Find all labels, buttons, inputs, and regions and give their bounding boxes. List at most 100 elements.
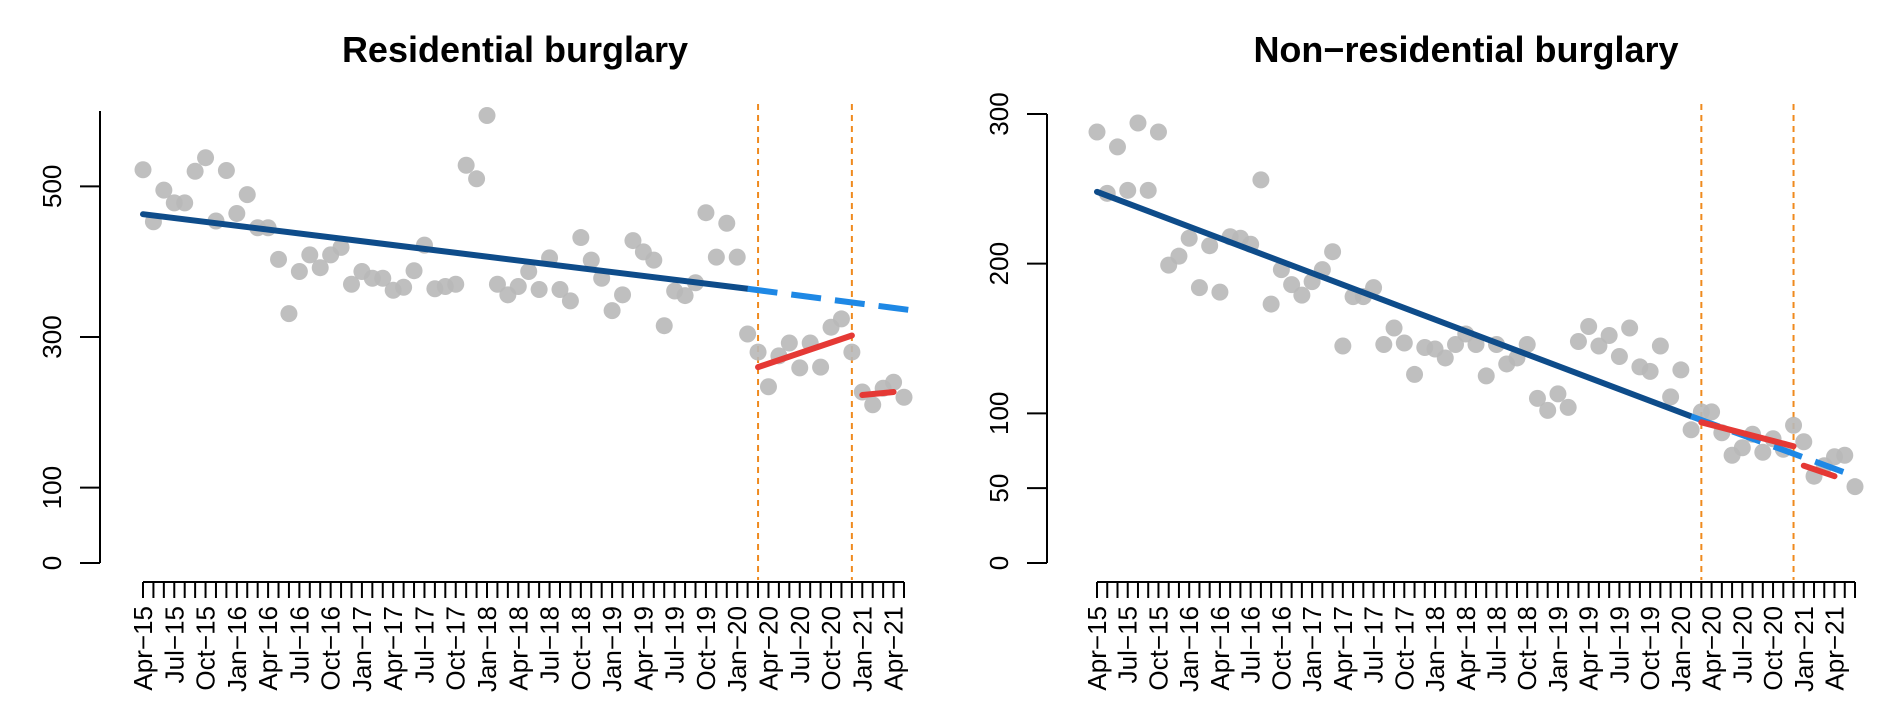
x-tick-label: Jan−21: [1789, 606, 1819, 692]
data-point: [1262, 295, 1280, 313]
data-point: [843, 343, 861, 361]
x-tick-label: Oct−19: [1635, 606, 1665, 691]
data-point: [447, 275, 465, 293]
data-point: [478, 107, 496, 125]
y-tick-label: 100: [37, 466, 67, 509]
data-point: [614, 286, 632, 304]
data-point: [1600, 327, 1618, 345]
y-tick-label: 100: [984, 392, 1014, 435]
data-point: [1662, 388, 1680, 406]
data-point: [1621, 319, 1639, 337]
x-tick-label: Oct−15: [1143, 606, 1173, 691]
x-tick-label: Jul−19: [660, 606, 690, 683]
y-tick-label: 300: [984, 92, 1014, 135]
data-point: [739, 325, 757, 343]
x-tick-label: Jan−20: [722, 606, 752, 692]
x-tick-label: Oct−18: [566, 606, 596, 691]
data-point: [718, 214, 736, 232]
data-point: [1395, 334, 1413, 352]
lockdown-trend-line: [755, 332, 855, 371]
x-tick-label: Oct−19: [691, 606, 721, 691]
data-point: [812, 358, 830, 376]
data-point: [1293, 286, 1311, 304]
data-point: [1754, 443, 1772, 461]
data-point: [1119, 181, 1137, 199]
y-tick-label: 0: [984, 556, 1014, 570]
x-tick-label: Oct−16: [316, 606, 346, 691]
x-tick-label: Apr−17: [1328, 606, 1358, 691]
data-point: [197, 149, 215, 167]
data-point: [457, 156, 475, 174]
data-point: [1703, 403, 1721, 421]
data-point: [468, 170, 486, 188]
data-point: [1436, 349, 1454, 367]
x-tick-label: Oct−18: [1512, 606, 1542, 691]
data-point: [1610, 347, 1628, 365]
data-point: [676, 287, 694, 305]
x-tick-label: Jul−20: [1727, 606, 1757, 683]
data-point: [488, 275, 506, 293]
data-point: [1406, 365, 1424, 383]
data-point: [1211, 283, 1229, 301]
data-point: [332, 238, 350, 256]
x-tick-label: Oct−20: [816, 606, 846, 691]
x-tick-label: Apr−21: [1820, 606, 1850, 691]
data-point: [1334, 337, 1352, 355]
data-point: [1385, 319, 1403, 337]
data-point: [1549, 385, 1567, 403]
y-tick-label: 500: [37, 165, 67, 208]
data-point: [1682, 421, 1700, 439]
x-tick-label: Jan−19: [1543, 606, 1573, 692]
data-point: [603, 302, 621, 320]
projected-trend-line: [747, 285, 915, 314]
data-point: [405, 262, 423, 280]
data-point: [530, 281, 548, 299]
data-point: [134, 161, 152, 179]
data-point: [280, 305, 298, 323]
data-point: [1201, 237, 1219, 255]
x-tick-label: Apr−20: [1697, 606, 1727, 691]
data-point: [1170, 247, 1188, 265]
x-tick-label: Jan−18: [1420, 606, 1450, 692]
y-tick-label: 0: [37, 556, 67, 570]
pre-trend-line: [140, 211, 751, 292]
x-tick-label: Jul−17: [409, 606, 439, 683]
data-point: [864, 396, 882, 414]
data-point: [1252, 171, 1270, 189]
x-tick-label: Apr−21: [879, 606, 909, 691]
data-point: [832, 310, 850, 328]
data-point: [895, 388, 913, 406]
x-tick-label: Jul−18: [535, 606, 565, 683]
x-tick-label: Oct−16: [1266, 606, 1296, 691]
data-point: [1580, 318, 1598, 336]
y-tick-label: 300: [37, 315, 67, 358]
data-point: [1375, 335, 1393, 353]
data-point: [624, 232, 642, 250]
data-point: [1836, 446, 1854, 464]
x-tick-label: Jan−21: [847, 606, 877, 692]
x-tick-label: Jul−16: [284, 606, 314, 683]
data-point: [791, 359, 809, 377]
data-point: [1539, 401, 1557, 419]
lockdown-trend-line: [859, 388, 897, 399]
data-point: [1569, 332, 1587, 350]
data-point: [520, 262, 538, 280]
data-point: [1518, 335, 1536, 353]
data-point: [1190, 279, 1208, 297]
data-point: [551, 281, 569, 299]
x-tick-label: Apr−19: [1574, 606, 1604, 691]
chart-title: Non−residential burglary: [1253, 29, 1678, 70]
data-point: [1477, 367, 1495, 385]
x-tick-label: Oct−17: [441, 606, 471, 691]
x-tick-label: Jan−16: [1174, 606, 1204, 692]
data-point: [1467, 335, 1485, 353]
data-point: [1149, 123, 1167, 141]
x-tick-label: Oct−15: [191, 606, 221, 691]
data-point: [1129, 114, 1147, 132]
x-tick-label: Jan−18: [472, 606, 502, 692]
data-point: [1846, 478, 1864, 496]
data-point: [728, 248, 746, 266]
x-tick-label: Jul−15: [1113, 606, 1143, 683]
